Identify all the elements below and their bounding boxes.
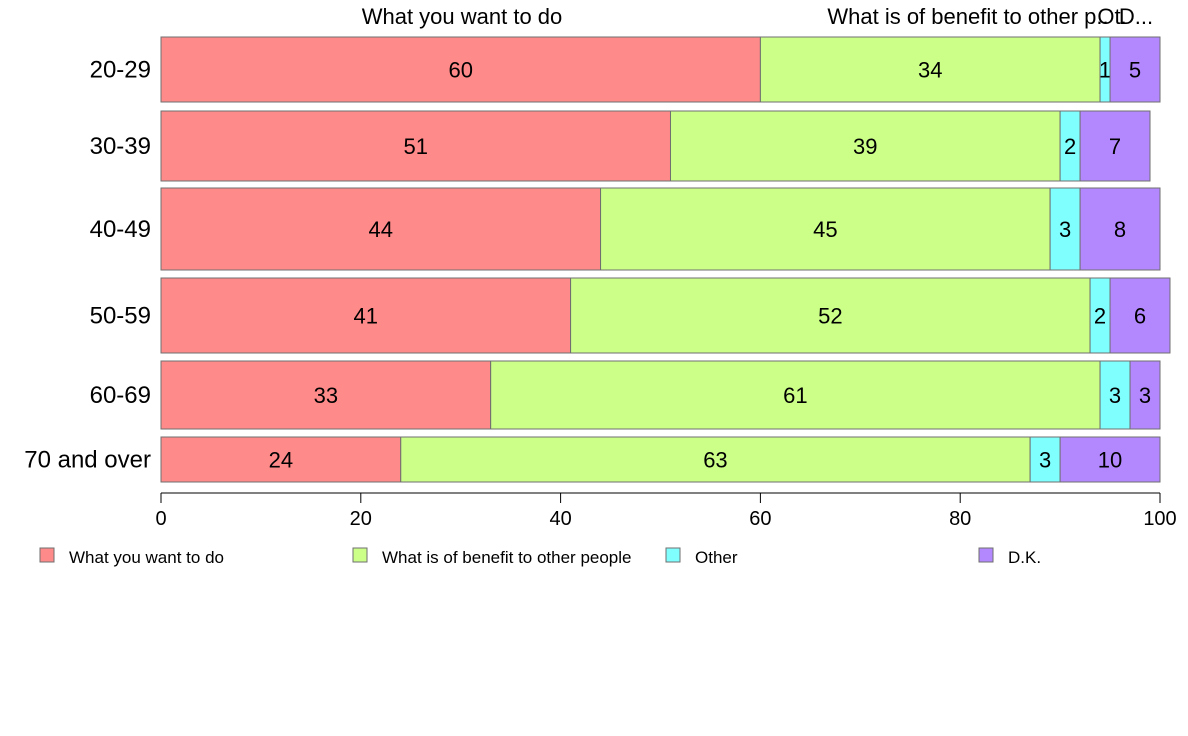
bar-segment [600, 187, 1051, 271]
bar-segment [669, 110, 1061, 182]
legend-swatch [665, 547, 681, 563]
data-label: 60 [448, 58, 472, 83]
data-label: 3 [1039, 448, 1051, 473]
top-label-1: What is of benefit to other p.. [827, 4, 1108, 29]
top-label-3: D... [1119, 4, 1153, 29]
bar-segment [1079, 110, 1151, 182]
category-label: 30-39 [90, 133, 151, 160]
data-label: 3 [1059, 217, 1071, 242]
legend-swatch [978, 547, 994, 563]
bar-segment [160, 436, 402, 483]
data-label: 44 [369, 217, 393, 242]
legend-label: What is of benefit to other people [382, 548, 632, 567]
data-label: 10 [1098, 448, 1122, 473]
bar-segment [490, 360, 1101, 430]
data-label: 1 [1099, 58, 1111, 83]
bar-segment [160, 110, 671, 182]
bar-segment [160, 36, 761, 103]
data-label: 41 [354, 304, 378, 329]
bar-segment [1059, 436, 1161, 483]
category-label: 60-69 [90, 382, 151, 409]
data-label: 45 [813, 217, 837, 242]
data-label: 33 [314, 383, 338, 408]
x-tick-label: 20 [350, 508, 372, 530]
legend-swatch [352, 547, 368, 563]
data-label: 63 [703, 448, 727, 473]
data-label: 51 [404, 134, 428, 159]
x-tick-label: 0 [155, 508, 166, 530]
top-label-2: Ot. [1097, 4, 1126, 29]
bar-segment [570, 277, 1091, 354]
x-tick-label: 60 [749, 508, 771, 530]
legend-label: Other [695, 548, 738, 567]
data-label: 5 [1129, 58, 1141, 83]
x-axis: 0 20 40 60 80 100 [155, 492, 1177, 530]
bar-segment [160, 277, 572, 354]
data-label: 24 [269, 448, 293, 473]
bar-segment [1029, 436, 1061, 483]
data-label: 39 [853, 134, 877, 159]
bar-segment [759, 36, 1101, 103]
data-label: 61 [783, 383, 807, 408]
bars: 60 34 1 551 39 2 744 45 3 841 52 2 633 61 3 324 63 3 10 [160, 36, 1171, 483]
bar-segment [1109, 36, 1161, 103]
legend-swatch [39, 547, 55, 563]
legend-label: D.K. [1008, 548, 1041, 567]
top-series-labels: What you want to do What is of benefit to… [362, 4, 1153, 29]
category-labels: 20-29 30-39 40-49 50-59 60-69 70 and over [24, 57, 151, 474]
x-tick-label: 80 [949, 508, 971, 530]
data-label: 6 [1134, 304, 1146, 329]
legend-label: What you want to do [69, 548, 224, 567]
data-label: 2 [1094, 304, 1106, 329]
data-label: 7 [1109, 134, 1121, 159]
category-label: 70 and over [24, 447, 151, 474]
x-tick-label: 100 [1143, 508, 1176, 530]
data-label: 2 [1064, 134, 1076, 159]
data-label: 3 [1139, 383, 1151, 408]
data-label: 8 [1114, 217, 1126, 242]
bar-segment [1129, 360, 1161, 430]
data-label: 52 [818, 304, 842, 329]
bar-segment [1109, 277, 1171, 354]
category-label: 40-49 [90, 216, 151, 243]
category-label: 20-29 [90, 57, 151, 84]
top-label-0: What you want to do [362, 4, 563, 29]
bar-segment [1079, 187, 1161, 271]
bar-segment [400, 436, 1031, 483]
legend: What you want to do What is of benefit to… [39, 547, 1041, 567]
bar-segment [160, 187, 602, 271]
category-label: 50-59 [90, 303, 151, 330]
bar-segment [160, 360, 492, 430]
data-label: 3 [1109, 383, 1121, 408]
data-label: 34 [918, 58, 942, 83]
x-tick-label: 40 [549, 508, 571, 530]
